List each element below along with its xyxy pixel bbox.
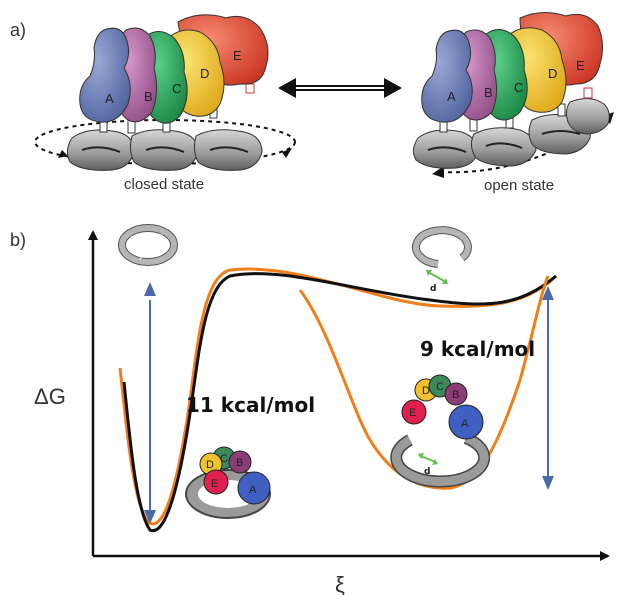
open-label-c: C (514, 80, 523, 95)
energy-curve-closed-path (122, 272, 557, 533)
open-icon-label-b: B (452, 389, 459, 401)
open-icon-label-d: D (422, 385, 430, 397)
open-arrowhead-left (432, 166, 444, 178)
open-track (412, 98, 610, 169)
open-icon-gap-arrow (419, 455, 437, 463)
panel-a-label: a) (10, 20, 26, 40)
closed-track (66, 129, 263, 171)
x-axis-label: ξ (335, 572, 345, 595)
closed-icon-label-c: C (220, 453, 228, 465)
open-icon-gap-label: d (424, 467, 430, 477)
closed-label-a: A (105, 91, 114, 106)
open-icon-label-a: A (461, 418, 469, 430)
open-icon-label-c: C (436, 381, 444, 393)
closed-state-caption: closed state (124, 176, 204, 193)
closed-barrier-value: 11 kcal/mol (186, 393, 315, 417)
closed-label-c: C (172, 81, 181, 96)
open-state-complex: A B C D E (412, 12, 614, 178)
open-label-d: D (548, 66, 557, 81)
open-barrier-value: 9 kcal/mol (420, 337, 535, 361)
closed-icon-label-a: A (249, 484, 257, 496)
closed-label-d: D (200, 66, 209, 81)
closed-state-complex: A B C D E (34, 14, 296, 171)
open-label-e: E (576, 58, 585, 73)
closed-label-e: E (233, 48, 242, 63)
closed-icon-label-b: B (236, 457, 243, 469)
open-icon-label-e: E (409, 407, 416, 419)
panel-b-label: b) (10, 230, 26, 250)
closed-label-b: B (144, 89, 153, 104)
open-subunit-a (421, 29, 473, 123)
closed-arrowhead-left (58, 150, 68, 158)
closed-stalk-e (245, 83, 255, 94)
closed-rotation-arrow (34, 119, 296, 165)
closed-arrowhead-right (282, 148, 292, 158)
open-ring-icon: d (411, 226, 472, 294)
open-stalk-d (557, 103, 566, 117)
y-axis-label: ΔG (34, 384, 66, 409)
state-exchange-arrow (278, 78, 402, 98)
open-stalk-e (583, 87, 593, 99)
closed-icon-label-d: D (206, 459, 214, 471)
open-state-caption: open state (484, 177, 554, 194)
open-ring-gap-label: d (430, 284, 436, 294)
energy-curve-open-well (298, 275, 550, 490)
open-label-a: A (447, 89, 456, 104)
open-label-b: B (484, 85, 493, 100)
closed-ring-icon (118, 224, 178, 266)
closed-icon-label-e: E (211, 478, 218, 490)
open-complex-icon: D C B E A d (390, 374, 491, 488)
closed-complex-icon: C B D E A (185, 446, 271, 519)
closed-subunit-a (79, 27, 131, 123)
open-ring-gap-arrow (427, 271, 447, 283)
